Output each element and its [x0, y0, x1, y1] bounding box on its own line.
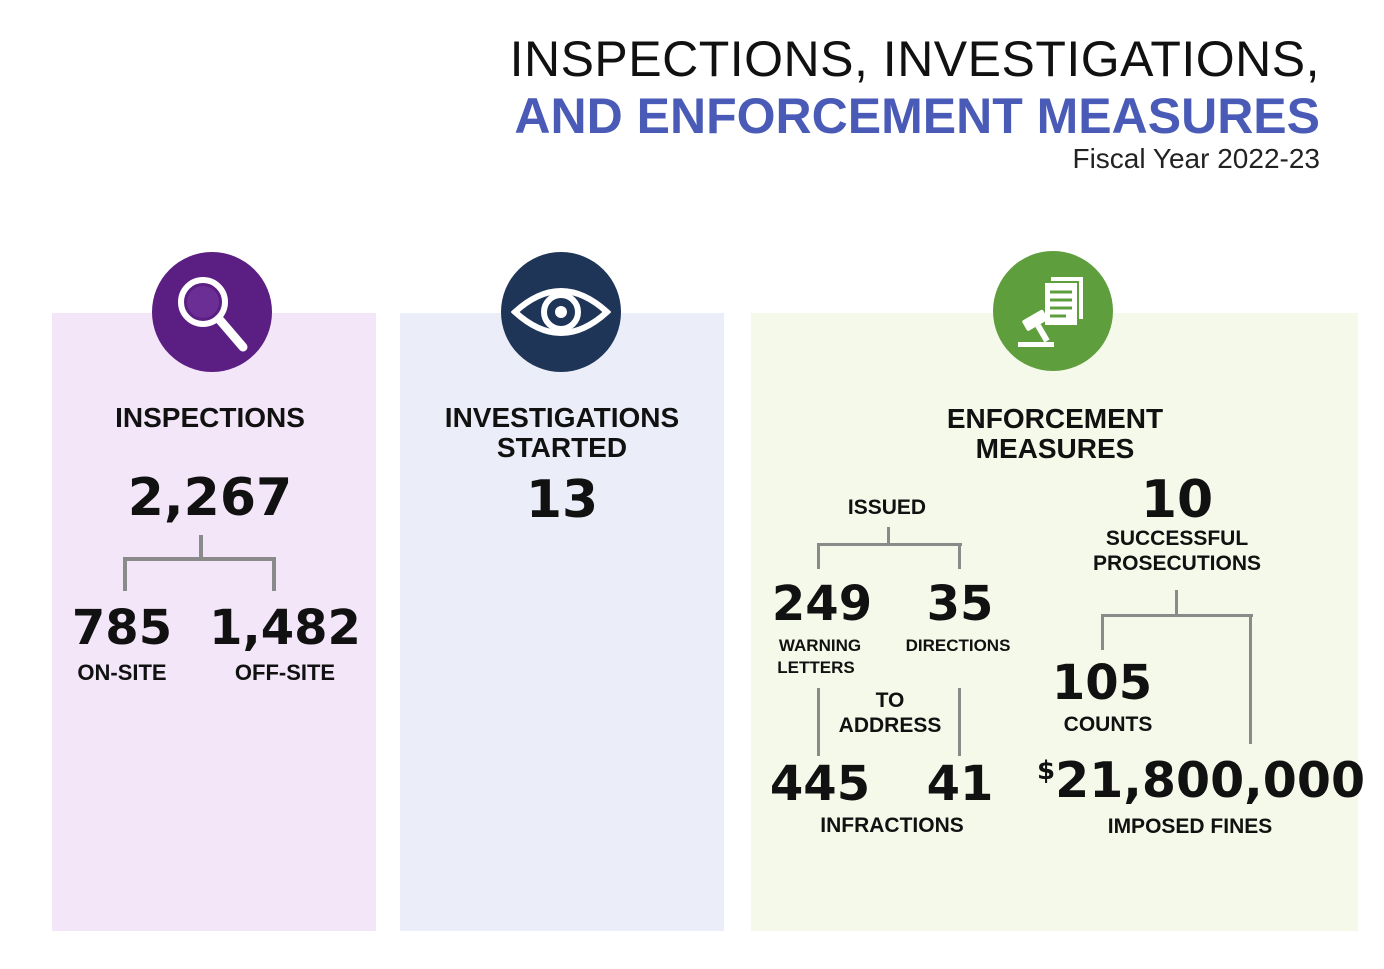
imposed-fines-label: IMPOSED FINES	[1107, 815, 1273, 838]
warning-letters-label-line-1: WARNING	[778, 636, 862, 655]
to-address-label-line-1: TO	[875, 689, 905, 712]
subtitle: Fiscal Year 2022-23	[1072, 143, 1320, 174]
issued-label: ISSUED	[847, 496, 927, 519]
eye-icon	[501, 252, 621, 372]
on-site-value: 785	[71, 600, 173, 656]
gavel-document-icon	[993, 251, 1113, 371]
tree-connector	[817, 688, 820, 756]
investigations-panel	[400, 313, 724, 931]
tree-connector	[1101, 614, 1253, 617]
tree-connector	[958, 688, 961, 756]
to-address-label-line-2: ADDRESS	[838, 714, 942, 737]
counts-value: 105	[1051, 655, 1153, 711]
tree-connector	[199, 535, 203, 559]
off-site-value: 1,482	[209, 600, 361, 656]
investigations-heading-line-1: INVESTIGATIONS	[444, 402, 680, 433]
enforcement-heading-line-1: ENFORCEMENT	[946, 403, 1164, 434]
tree-connector	[958, 543, 961, 569]
directions-value: 35	[926, 576, 994, 632]
warning-letters-label-line-2: LETTERS	[777, 658, 855, 677]
tree-connector	[817, 543, 962, 546]
currency-symbol: $	[1037, 756, 1056, 786]
inspections-total: 2,267	[127, 468, 293, 528]
prosecutions-value: 10	[1140, 470, 1214, 530]
tree-connector	[817, 543, 820, 569]
tree-connector	[1101, 614, 1104, 650]
fines-amount: 21,800,000	[1055, 752, 1366, 809]
prosecutions-label-line-2: PROSECUTIONS	[1092, 552, 1262, 575]
tree-connector	[123, 557, 127, 591]
tree-connector	[1175, 590, 1178, 616]
magnifying-glass-icon	[152, 252, 272, 372]
infractions-value-directions: 41	[926, 756, 994, 812]
infractions-label: INFRACTIONS	[820, 814, 964, 837]
off-site-label: OFF-SITE	[234, 660, 336, 685]
enforcement-heading-line-2: MEASURES	[975, 433, 1135, 464]
investigations-heading-line-2: STARTED	[496, 432, 628, 463]
prosecutions-label-line-1: SUCCESSFUL	[1105, 527, 1249, 550]
title-line-2: AND ENFORCEMENT MEASURES	[514, 88, 1320, 144]
title-line-1: INSPECTIONS, INVESTIGATIONS,	[509, 31, 1320, 87]
on-site-label: ON-SITE	[77, 660, 167, 685]
tree-connector	[272, 557, 276, 591]
inspections-heading: INSPECTIONS	[115, 402, 305, 433]
enforcement-panel	[751, 313, 1358, 931]
tree-connector	[1249, 614, 1252, 744]
infractions-value-warning: 445	[769, 756, 871, 812]
investigations-total: 13	[525, 470, 599, 530]
counts-label: COUNTS	[1063, 713, 1153, 736]
inspections-panel	[52, 313, 376, 931]
imposed-fines-value: $21,800,000	[1037, 752, 1365, 809]
directions-label: DIRECTIONS	[905, 636, 1011, 655]
tree-connector	[887, 527, 890, 545]
tree-connector	[123, 557, 276, 561]
warning-letters-value: 249	[771, 576, 873, 632]
